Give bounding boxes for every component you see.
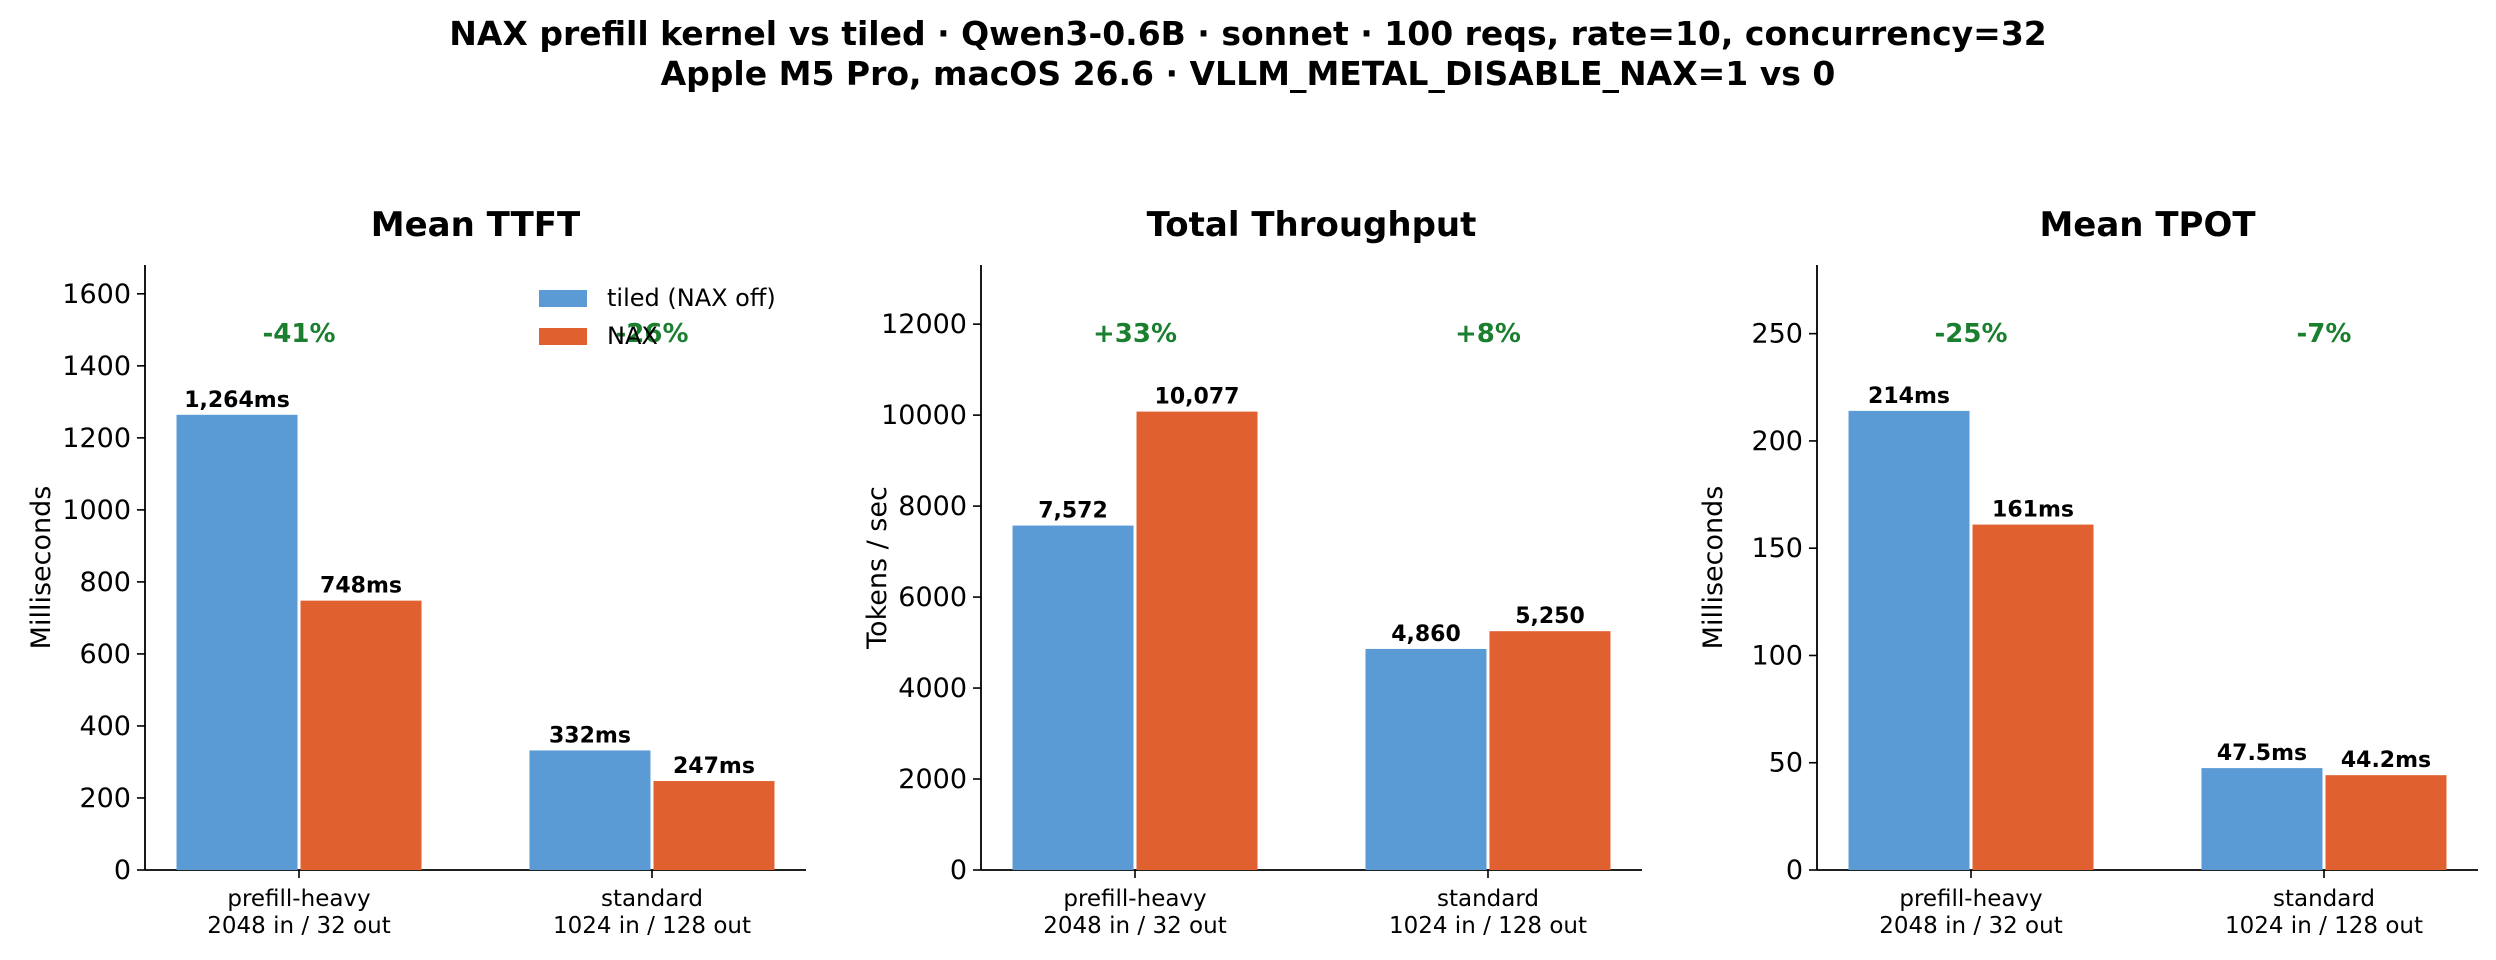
y-tick-label: 600 [79, 639, 131, 670]
y-tick-label: 8000 [898, 491, 967, 522]
y-tick-label: 200 [1751, 426, 1803, 457]
panel-title: Mean TPOT [2039, 205, 2256, 245]
delta-annotation: +8% [1455, 319, 1521, 349]
y-tick-label: 1000 [62, 495, 131, 526]
x-tick-label: 1024 in / 128 out [2225, 913, 2423, 939]
x-tick-label: 1024 in / 128 out [1389, 913, 1587, 939]
delta-annotation: -41% [262, 319, 335, 349]
y-tick-label: 0 [114, 855, 131, 886]
bar-value-label: 247ms [673, 754, 755, 779]
delta-annotation: -7% [2297, 319, 2352, 349]
bar-nax [1972, 524, 2094, 870]
x-tick-label: 2048 in / 32 out [207, 913, 390, 939]
x-tick-label: prefill-heavy [1899, 886, 2042, 912]
bar-nax [1136, 411, 1258, 870]
y-tick-label: 150 [1751, 533, 1803, 564]
bar-value-label: 5,250 [1515, 604, 1585, 629]
figure-title-line2: Apple M5 Pro, macOS 26.6 · VLLM_METAL_DI… [660, 54, 1836, 93]
figure-title-line1: NAX prefill kernel vs tiled · Qwen3-0.6B… [449, 14, 2047, 53]
bar-nax [653, 781, 775, 870]
y-tick-label: 100 [1751, 640, 1803, 671]
bar-nax [1489, 631, 1611, 870]
y-tick-label: 6000 [898, 582, 967, 613]
bar-tiled [529, 750, 651, 870]
bar-value-label: 10,077 [1155, 385, 1240, 410]
y-tick-label: 400 [79, 711, 131, 742]
legend-swatch-tiled [539, 290, 587, 307]
bar-tiled [1365, 648, 1487, 870]
y-tick-label: 2000 [898, 764, 967, 795]
y-axis-label: Milliseconds [26, 486, 57, 650]
bar-value-label: 214ms [1868, 384, 1950, 409]
bar-nax [300, 600, 422, 870]
y-tick-label: 250 [1751, 319, 1803, 350]
bar-value-label: 161ms [1992, 498, 2074, 523]
panel-title: Mean TTFT [371, 205, 581, 245]
x-tick-label: 1024 in / 128 out [553, 913, 751, 939]
bar-tiled [2201, 768, 2323, 870]
legend-label: tiled (NAX off) [607, 284, 776, 312]
x-tick-label: standard [2273, 886, 2375, 912]
bar-tiled [1848, 410, 1970, 870]
y-tick-label: 50 [1769, 748, 1803, 779]
bar-value-label: 748ms [320, 574, 402, 599]
y-tick-label: 0 [950, 855, 967, 886]
x-tick-label: prefill-heavy [1063, 886, 1206, 912]
y-tick-label: 1400 [62, 351, 131, 382]
y-axis-label: Milliseconds [1698, 486, 1729, 650]
delta-annotation: +33% [1093, 319, 1177, 349]
legend-label: NAX [607, 322, 658, 350]
y-tick-label: 1200 [62, 423, 131, 454]
y-tick-label: 800 [79, 567, 131, 598]
y-tick-label: 0 [1786, 855, 1803, 886]
bar-value-label: 7,572 [1038, 499, 1108, 524]
x-tick-label: standard [601, 886, 703, 912]
bar-nax [2325, 775, 2447, 870]
x-tick-label: 2048 in / 32 out [1043, 913, 1226, 939]
x-tick-label: standard [1437, 886, 1539, 912]
bar-value-label: 332ms [549, 723, 631, 748]
x-tick-label: 2048 in / 32 out [1879, 913, 2062, 939]
bar-value-label: 44.2ms [2341, 748, 2431, 773]
y-tick-label: 12000 [881, 309, 967, 340]
legend-swatch-nax [539, 328, 587, 345]
y-tick-label: 1600 [62, 279, 131, 310]
y-tick-label: 200 [79, 783, 131, 814]
bar-value-label: 1,264ms [184, 388, 290, 413]
y-tick-label: 4000 [898, 673, 967, 704]
bar-value-label: 47.5ms [2217, 741, 2307, 766]
y-axis-label: Tokens / sec [862, 486, 893, 650]
bar-value-label: 4,860 [1391, 622, 1461, 647]
delta-annotation: -26% [615, 319, 688, 349]
bar-tiled [176, 414, 298, 870]
delta-annotation: -25% [1934, 319, 2007, 349]
panel-title: Total Throughput [1147, 205, 1477, 245]
y-tick-label: 10000 [881, 400, 967, 431]
bar-tiled [1012, 525, 1134, 870]
x-tick-label: prefill-heavy [227, 886, 370, 912]
